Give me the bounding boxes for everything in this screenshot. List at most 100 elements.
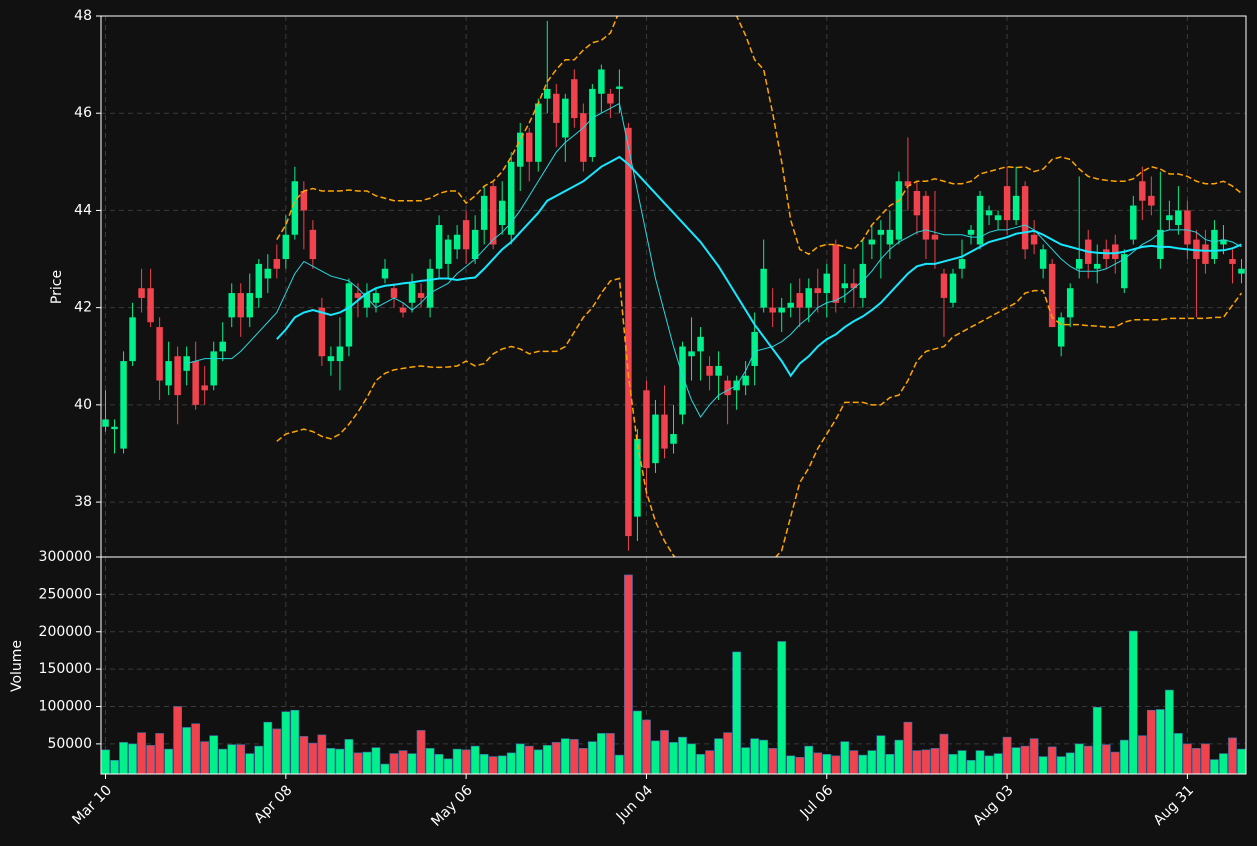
- candle-body: [336, 346, 344, 362]
- volume-bar: [732, 651, 741, 774]
- y-tick-label: 200000: [39, 624, 92, 640]
- candle-body: [147, 288, 154, 323]
- y-tick-label: 48: [74, 8, 92, 24]
- y-tick-label: 250000: [39, 586, 92, 602]
- candle-body: [742, 375, 749, 386]
- price-plot: [102, 16, 1245, 557]
- volume-bar: [263, 721, 273, 774]
- volume-bar: [1002, 736, 1012, 774]
- volume-bar: [245, 753, 255, 774]
- volume-bar: [921, 749, 931, 774]
- volume-plot: [101, 574, 1246, 774]
- volume-bar: [146, 745, 155, 774]
- volume-bar: [272, 728, 282, 774]
- volume-bar: [434, 754, 444, 774]
- candle-body: [1066, 288, 1074, 318]
- candle-body: [183, 356, 190, 371]
- volume-bar: [1165, 689, 1174, 774]
- candle-body: [580, 113, 587, 162]
- candle-body: [1202, 244, 1209, 264]
- y-tick-label: 150000: [39, 661, 92, 677]
- volume-bar: [398, 750, 408, 774]
- candle-body: [715, 365, 722, 376]
- volume-bar: [786, 755, 796, 774]
- volume-bar: [155, 733, 164, 774]
- indicator-line: [186, 102, 1242, 418]
- volume-bar: [1219, 753, 1228, 774]
- volume-bar: [164, 748, 173, 774]
- candle-body: [273, 259, 281, 269]
- volume-bar: [1228, 737, 1237, 774]
- candle-body: [643, 390, 650, 469]
- candle-body: [526, 132, 533, 162]
- candle-body: [210, 351, 217, 386]
- volume-bar: [1011, 747, 1021, 774]
- candle-body: [228, 293, 235, 318]
- volume-bar: [660, 730, 669, 774]
- volume-bar: [101, 749, 110, 774]
- candle-body: [724, 380, 731, 396]
- volume-bar: [1237, 748, 1246, 774]
- candle-body: [751, 331, 758, 366]
- volume-bar: [957, 750, 967, 774]
- candle-body: [426, 268, 434, 308]
- volume-bar: [1201, 743, 1210, 774]
- volume-bar: [317, 734, 327, 774]
- volume-bar: [254, 745, 264, 774]
- volume-bar: [606, 733, 615, 774]
- candle-body: [625, 127, 632, 537]
- volume-bar: [696, 754, 705, 774]
- candle-body: [796, 293, 803, 308]
- candle-body: [1211, 229, 1218, 260]
- candle-body: [1003, 186, 1011, 221]
- candle-body: [408, 283, 416, 303]
- volume-bar: [353, 752, 363, 774]
- candle-body: [453, 234, 461, 250]
- volume-bar: [1155, 709, 1165, 774]
- volume-bar: [966, 760, 976, 774]
- volume-bar: [326, 748, 336, 774]
- candle-body: [805, 288, 812, 308]
- candle-body: [832, 244, 840, 303]
- y-tick-label: 46: [74, 105, 92, 121]
- volume-bar: [218, 748, 228, 774]
- volume-bar: [984, 755, 994, 774]
- candle-body: [877, 229, 885, 235]
- y-tick-label: 44: [74, 202, 92, 218]
- volume-bar: [515, 743, 525, 774]
- candle-body: [309, 229, 317, 260]
- candle-body: [922, 195, 930, 240]
- candle-body: [111, 426, 118, 430]
- volume-bar: [362, 751, 372, 774]
- candle-body: [895, 181, 903, 240]
- volume-bar: [849, 750, 859, 774]
- volume-bar: [768, 748, 778, 774]
- candle-body: [1121, 254, 1128, 289]
- candle-body: [1184, 210, 1191, 245]
- volume-bar: [1192, 748, 1201, 774]
- volume-bar: [443, 758, 453, 774]
- volume-bar: [597, 733, 606, 774]
- candle-body: [345, 283, 353, 347]
- candle-body: [868, 239, 876, 245]
- volume-bar: [137, 732, 146, 774]
- candle-body: [1021, 186, 1029, 250]
- volume-bar: [894, 739, 904, 774]
- volume-bar: [777, 641, 787, 774]
- volume-bar: [975, 750, 985, 774]
- volume-axis-label: Volume: [9, 640, 25, 692]
- volume-bar: [389, 753, 399, 774]
- y-tick-label: 100000: [39, 699, 92, 715]
- volume-bar: [1137, 735, 1147, 774]
- y-tick-label: 42: [74, 300, 92, 316]
- volume-bar: [1110, 751, 1120, 774]
- volume-bar: [299, 736, 309, 774]
- candle-body: [1093, 263, 1101, 269]
- volume-bar: [308, 742, 318, 774]
- candle-body: [616, 86, 623, 89]
- candle-body: [1157, 229, 1164, 260]
- candle-body: [553, 93, 560, 123]
- candle-body: [129, 317, 136, 362]
- volume-bar: [506, 752, 516, 774]
